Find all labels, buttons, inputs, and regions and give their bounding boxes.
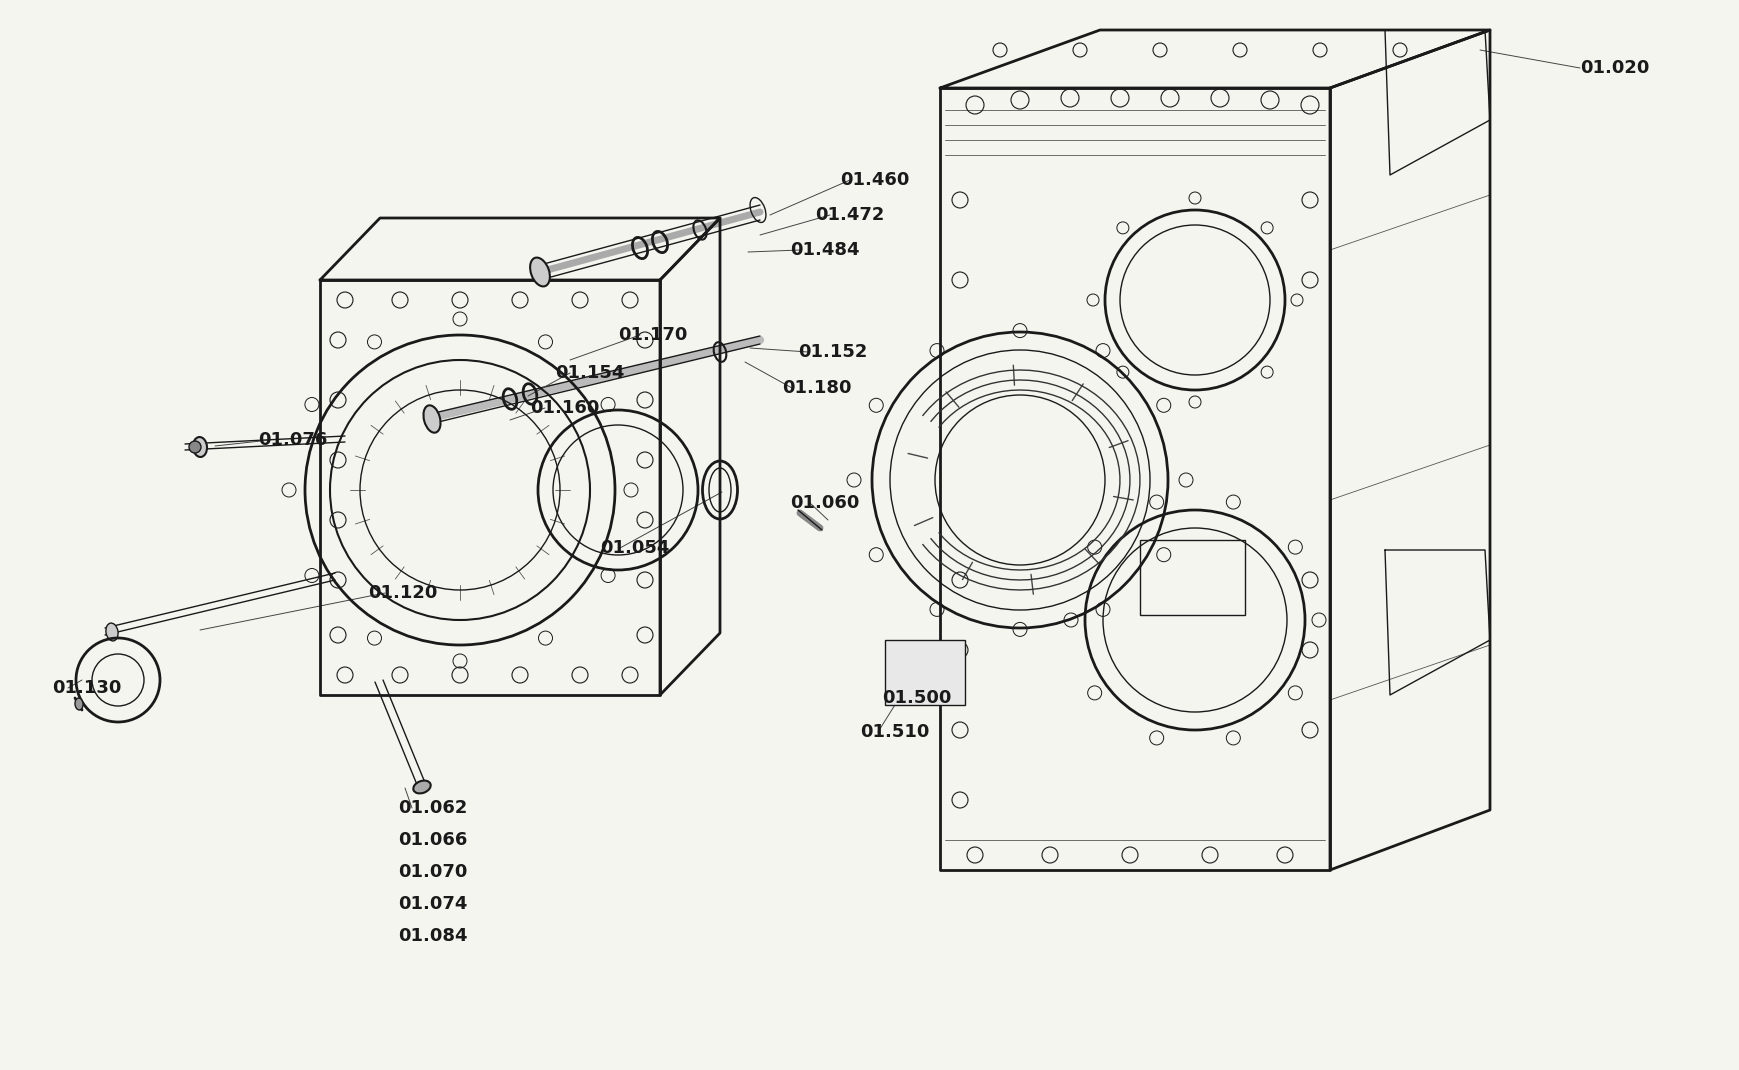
Text: 01.154: 01.154 <box>555 364 624 382</box>
Text: 01.120: 01.120 <box>367 584 436 602</box>
Ellipse shape <box>530 258 550 287</box>
Text: 01.130: 01.130 <box>52 679 122 697</box>
Text: 01.472: 01.472 <box>814 207 883 224</box>
Text: 01.060: 01.060 <box>790 494 859 513</box>
Text: 01.020: 01.020 <box>1579 59 1649 77</box>
Text: 01.500: 01.500 <box>882 689 951 707</box>
Text: 01.062: 01.062 <box>398 799 468 817</box>
Text: 01.074: 01.074 <box>398 895 468 913</box>
Text: 01.084: 01.084 <box>398 927 468 945</box>
Text: 01.510: 01.510 <box>859 723 929 742</box>
Ellipse shape <box>75 698 83 710</box>
Text: 01.054: 01.054 <box>600 539 670 557</box>
Ellipse shape <box>423 406 440 432</box>
Circle shape <box>190 441 202 453</box>
Text: 01.152: 01.152 <box>798 343 866 361</box>
Ellipse shape <box>106 623 118 641</box>
Text: 01.076: 01.076 <box>257 431 327 449</box>
Text: 01.460: 01.460 <box>840 171 909 189</box>
Text: 01.070: 01.070 <box>398 863 468 881</box>
Text: 01.170: 01.170 <box>617 326 687 343</box>
Ellipse shape <box>414 781 431 794</box>
Text: 01.066: 01.066 <box>398 831 468 849</box>
Text: 01.160: 01.160 <box>530 399 598 417</box>
Text: 01.180: 01.180 <box>781 379 850 397</box>
Text: 01.484: 01.484 <box>790 241 859 259</box>
Ellipse shape <box>193 437 207 457</box>
Bar <box>1139 540 1245 615</box>
Bar <box>885 640 965 705</box>
